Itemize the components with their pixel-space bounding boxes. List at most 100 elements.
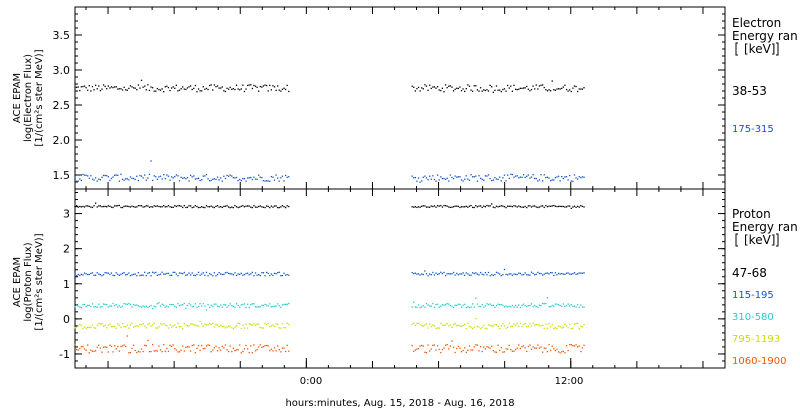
data-point-38-53	[175, 84, 178, 86]
data-point-1060-1900	[262, 345, 265, 348]
data-point-1060-1900	[548, 343, 550, 346]
data-point-1060-1900	[204, 347, 206, 350]
data-point-38-53	[80, 86, 83, 88]
data-point-175-315	[110, 177, 113, 180]
proton-legend-bracket-left	[735, 233, 738, 247]
data-point-175-315	[216, 176, 219, 178]
data-point-1060-1900	[443, 347, 445, 349]
data-point-310-580	[478, 305, 480, 308]
data-point-115-195	[581, 272, 584, 274]
data-point-795-1193	[570, 328, 572, 330]
data-point-310-580	[139, 305, 141, 308]
data-point-47-68	[475, 205, 477, 207]
data-point-115-195	[464, 274, 466, 276]
data-point-310-580	[554, 303, 557, 305]
data-point-1060-1900	[196, 347, 198, 350]
data-point-175-315	[148, 173, 151, 176]
data-point-115-195	[186, 274, 189, 276]
data-point-115-195	[436, 273, 439, 276]
data-point-115-195	[519, 272, 522, 275]
data-point-310-580	[556, 303, 558, 305]
data-point-175-315	[151, 179, 154, 182]
data-point-795-1193	[117, 323, 119, 325]
data-point-795-1193	[535, 323, 537, 326]
data-point-175-315	[204, 175, 206, 177]
data-point-38-53	[185, 88, 187, 91]
data-point-310-580	[186, 304, 189, 307]
data-point-310-580	[464, 303, 466, 306]
data-point-38-53	[87, 89, 89, 91]
data-point-38-53	[153, 90, 155, 92]
data-point-310-580	[161, 303, 163, 305]
data-point-47-68	[478, 205, 480, 207]
data-point-47-68	[197, 206, 200, 209]
data-point-115-195	[106, 272, 108, 274]
data-point-175-315	[425, 177, 428, 179]
data-point-795-1193	[147, 323, 149, 326]
data-point-47-68	[483, 205, 485, 207]
data-point-47-68	[449, 206, 452, 209]
data-point-310-580	[432, 302, 434, 305]
data-point-38-53	[197, 88, 200, 90]
data-point-1060-1900	[134, 349, 136, 352]
proton-ylabel-line1: ACE EPAM	[12, 257, 23, 307]
data-point-38-53	[221, 86, 223, 88]
data-point-115-195	[491, 273, 493, 276]
data-point-115-195	[452, 271, 455, 274]
legend-entry-310-580: 310-580	[732, 312, 774, 323]
data-point-47-68	[193, 206, 195, 208]
data-point-1060-1900	[467, 349, 469, 351]
data-point-115-195	[281, 274, 284, 277]
data-point-310-580	[456, 304, 458, 307]
data-point-175-315	[446, 177, 448, 179]
data-point-47-68	[473, 206, 475, 209]
data-point-1060-1900	[572, 344, 574, 347]
data-point-38-53	[75, 86, 78, 88]
data-point-795-1193	[417, 322, 420, 324]
data-point-38-53	[182, 86, 184, 88]
data-point-38-53	[414, 90, 417, 92]
data-point-115-195	[286, 273, 288, 276]
data-point-115-195	[201, 273, 203, 275]
data-point-47-68	[232, 206, 235, 209]
data-point-795-1193	[478, 326, 480, 328]
data-point-1060-1900	[583, 344, 585, 346]
data-point-47-68	[451, 206, 453, 208]
data-point-47-68	[205, 205, 208, 207]
data-point-795-1193	[481, 326, 483, 328]
data-point-1060-1900	[212, 349, 214, 351]
data-point-38-53	[573, 85, 576, 87]
data-point-47-68	[261, 206, 263, 208]
data-point-795-1193	[462, 324, 464, 327]
data-point-115-195	[175, 273, 178, 275]
data-point-115-195	[486, 274, 488, 276]
data-point-115-195	[278, 271, 280, 273]
data-point-310-580	[275, 305, 277, 307]
data-point-38-53	[106, 88, 108, 90]
data-point-310-580	[254, 306, 257, 308]
data-point-38-53	[538, 85, 541, 87]
data-point-1060-1900	[521, 345, 523, 348]
proton-ylabel-line3: [1/(cm²s ster MeV)]	[34, 233, 45, 330]
data-point-1060-1900	[106, 346, 108, 349]
data-point-795-1193	[142, 322, 144, 325]
data-point-115-195	[524, 272, 526, 274]
data-point-310-580	[530, 303, 533, 305]
data-point-1060-1900	[85, 349, 87, 351]
data-point-38-53	[88, 85, 90, 87]
data-point-47-68	[419, 206, 421, 208]
data-point-795-1193	[79, 323, 81, 325]
data-point-47-68	[196, 205, 198, 208]
data-point-115-195	[417, 273, 420, 275]
data-point-47-68	[262, 206, 265, 208]
data-point-1060-1900	[218, 347, 220, 349]
data-point-175-315	[220, 177, 222, 179]
data-point-310-580	[201, 305, 203, 307]
data-point-115-195	[270, 273, 273, 275]
data-point-795-1193	[421, 325, 423, 327]
data-point-1060-1900	[136, 351, 138, 354]
data-point-310-580	[75, 304, 78, 306]
data-point-1060-1900	[273, 347, 276, 349]
data-point-310-580	[473, 306, 475, 308]
data-point-1060-1900	[449, 345, 452, 347]
